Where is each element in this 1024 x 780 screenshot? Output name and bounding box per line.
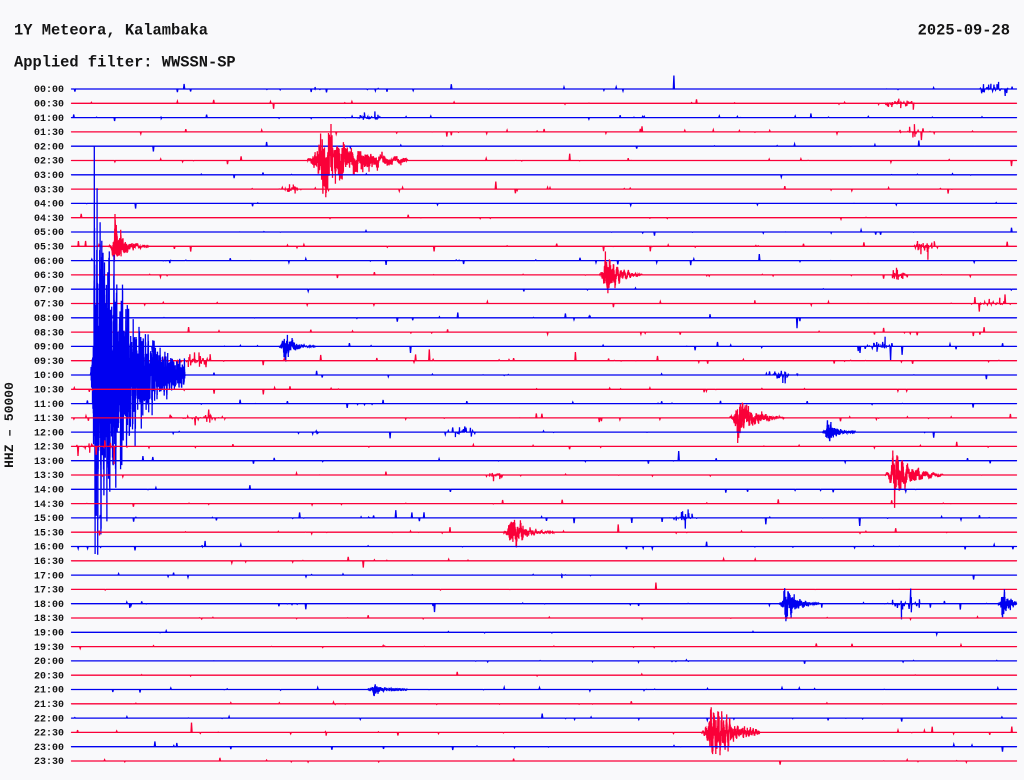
svg-text:20:30: 20:30 bbox=[34, 671, 64, 682]
svg-text:21:00: 21:00 bbox=[34, 686, 64, 697]
svg-text:13:30: 13:30 bbox=[34, 471, 64, 482]
svg-text:00:00: 00:00 bbox=[34, 85, 64, 96]
svg-text:13:00: 13:00 bbox=[34, 457, 64, 468]
svg-text:06:30: 06:30 bbox=[34, 271, 64, 282]
svg-text:14:30: 14:30 bbox=[34, 500, 64, 511]
svg-text:23:30: 23:30 bbox=[34, 757, 64, 768]
svg-text:1Y Meteora, Kalambaka: 1Y Meteora, Kalambaka bbox=[14, 22, 208, 40]
svg-text:03:30: 03:30 bbox=[34, 185, 64, 196]
svg-text:12:30: 12:30 bbox=[34, 443, 64, 454]
svg-text:15:00: 15:00 bbox=[34, 514, 64, 525]
svg-text:17:00: 17:00 bbox=[34, 571, 64, 582]
svg-text:08:00: 08:00 bbox=[34, 314, 64, 325]
svg-text:05:00: 05:00 bbox=[34, 228, 64, 239]
svg-text:2025-09-28: 2025-09-28 bbox=[918, 22, 1010, 40]
svg-text:12:00: 12:00 bbox=[34, 428, 64, 439]
svg-text:21:30: 21:30 bbox=[34, 700, 64, 711]
svg-text:02:00: 02:00 bbox=[34, 142, 64, 153]
svg-text:06:00: 06:00 bbox=[34, 257, 64, 268]
svg-text:22:00: 22:00 bbox=[34, 714, 64, 725]
svg-text:11:00: 11:00 bbox=[34, 400, 64, 411]
svg-text:01:30: 01:30 bbox=[34, 128, 64, 139]
svg-text:18:30: 18:30 bbox=[34, 614, 64, 625]
svg-text:02:30: 02:30 bbox=[34, 157, 64, 168]
svg-text:16:00: 16:00 bbox=[34, 543, 64, 554]
svg-text:HHZ – 50000: HHZ – 50000 bbox=[2, 382, 17, 468]
svg-text:Applied filter: WWSSN-SP: Applied filter: WWSSN-SP bbox=[14, 54, 236, 72]
svg-text:07:30: 07:30 bbox=[34, 300, 64, 311]
svg-text:17:30: 17:30 bbox=[34, 586, 64, 597]
svg-text:19:30: 19:30 bbox=[34, 643, 64, 654]
svg-text:05:30: 05:30 bbox=[34, 242, 64, 253]
svg-text:03:00: 03:00 bbox=[34, 171, 64, 182]
svg-text:09:30: 09:30 bbox=[34, 357, 64, 368]
svg-text:16:30: 16:30 bbox=[34, 557, 64, 568]
svg-text:10:00: 10:00 bbox=[34, 371, 64, 382]
svg-text:07:00: 07:00 bbox=[34, 285, 64, 296]
svg-text:08:30: 08:30 bbox=[34, 328, 64, 339]
svg-text:14:00: 14:00 bbox=[34, 486, 64, 497]
svg-text:10:30: 10:30 bbox=[34, 385, 64, 396]
svg-text:18:00: 18:00 bbox=[34, 600, 64, 611]
svg-text:19:00: 19:00 bbox=[34, 629, 64, 640]
svg-text:20:00: 20:00 bbox=[34, 657, 64, 668]
svg-text:15:30: 15:30 bbox=[34, 528, 64, 539]
svg-text:22:30: 22:30 bbox=[34, 729, 64, 740]
svg-text:11:30: 11:30 bbox=[34, 414, 64, 425]
svg-text:00:30: 00:30 bbox=[34, 100, 64, 111]
svg-text:04:00: 04:00 bbox=[34, 200, 64, 211]
svg-text:09:00: 09:00 bbox=[34, 343, 64, 354]
svg-text:01:00: 01:00 bbox=[34, 114, 64, 125]
svg-text:04:30: 04:30 bbox=[34, 214, 64, 225]
svg-text:23:00: 23:00 bbox=[34, 743, 64, 754]
